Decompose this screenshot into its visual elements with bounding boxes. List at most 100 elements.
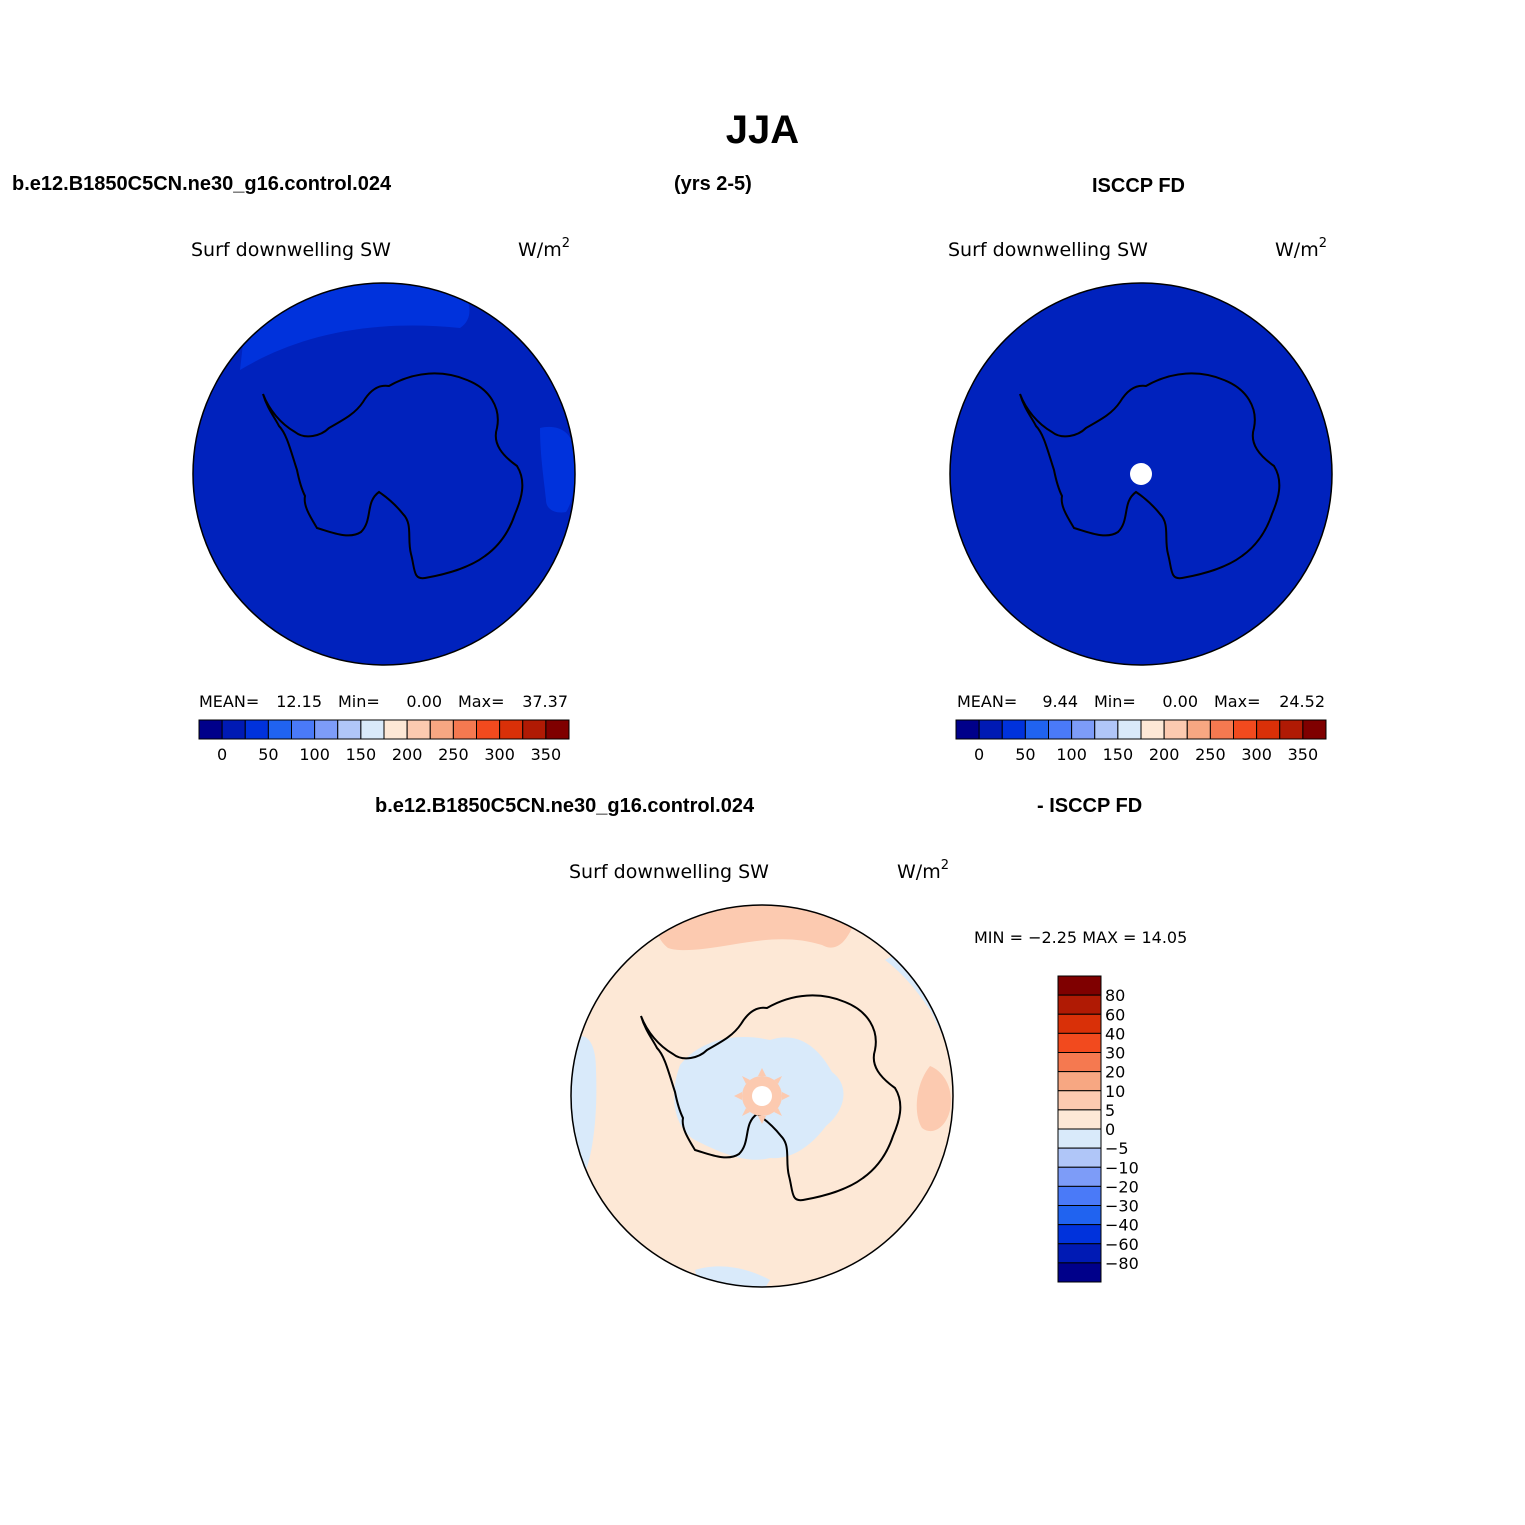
- panel-diff-colorbar-box: [1057, 994, 1102, 1015]
- panel-model-border: [192, 282, 576, 666]
- panel-diff-colorbar-box: [1057, 1032, 1102, 1053]
- panel-model-colorbar-box: [314, 719, 339, 740]
- panel-model-colorbar-box: [452, 719, 477, 740]
- panel-diff-units: W/m2: [897, 858, 949, 883]
- panel-diff-colorbar-label: −40: [1105, 1216, 1139, 1235]
- panel-model-colorbar-box: [383, 719, 408, 740]
- panel-diff-colorbar-label: 30: [1105, 1044, 1125, 1063]
- panel-diff-map: [571, 905, 953, 1287]
- panel-obs-min-label: Min=: [1094, 692, 1136, 711]
- panel-diff-colorbar-label: 5: [1105, 1101, 1115, 1120]
- panel-model-min-label: Min=: [338, 692, 380, 711]
- panel-diff-colorbar-label: 20: [1105, 1063, 1125, 1082]
- panel-diff-colorbar-label: −20: [1105, 1177, 1139, 1196]
- panel-obs-colorbar-label: 300: [1241, 745, 1272, 764]
- panel-obs-colorbar-label: 250: [1195, 745, 1226, 764]
- panel-model-max-label: Max=: [458, 692, 504, 711]
- panel-model-mean-value: 12.15: [276, 692, 322, 711]
- panel-model-colorbar-box: [476, 719, 501, 740]
- panel-diff-colorbar-box: [1057, 1090, 1102, 1111]
- panel-model-colorbar-label: 100: [299, 745, 330, 764]
- panel-obs-colorbar-box: [1163, 719, 1188, 740]
- panel-obs-colorbar-box: [1302, 719, 1327, 740]
- panel-diff-colorbar-box: [1057, 1128, 1102, 1149]
- panel-obs-colorbar-box: [1071, 719, 1096, 740]
- panel-model-colorbar-box: [267, 719, 292, 740]
- panel-obs-variable: Surf downwelling SW: [948, 239, 1148, 261]
- panel-diff-colorbar-box: [1057, 1185, 1102, 1206]
- panel-obs-colorbar: 0 50 100 150 200 250 300 350: [955, 719, 1327, 764]
- panel-diff-border: [570, 904, 954, 1288]
- panel-model-colorbar-box: [522, 719, 547, 740]
- panel-diff-colorbar-box: [1057, 1109, 1102, 1130]
- panel-model-colorbar-box: [221, 719, 246, 740]
- panel-diff-colorbar-label: 10: [1105, 1082, 1125, 1101]
- panel-model-colorbar-box: [429, 719, 454, 740]
- panel-model-colorbar-label: 150: [346, 745, 377, 764]
- panel-model-min-value: 0.00: [406, 692, 442, 711]
- panel-diff-colorbar-label: 60: [1105, 1005, 1125, 1024]
- panel-model: Surf downwelling SW W/m2 MEAN= 12.15 Min…: [191, 236, 576, 764]
- panel-obs-border: [949, 282, 1333, 666]
- panel-diff-colorbar-label: 0: [1105, 1120, 1115, 1139]
- main-title: JJA: [725, 108, 800, 152]
- panel-model-colorbar-label: 0: [217, 745, 227, 764]
- panel-model-colorbar-label: 200: [392, 745, 423, 764]
- panel-diff-colorbar-box: [1057, 975, 1102, 996]
- panel-model-colorbar-box: [291, 719, 316, 740]
- panel-model-colorbar-box: [198, 719, 223, 740]
- header-obs-name: ISCCP FD: [1092, 175, 1185, 197]
- panel-obs-colorbar-box: [1024, 719, 1049, 740]
- panel-obs-mean-value: 9.44: [1042, 692, 1078, 711]
- panel-obs-colorbar-box: [1048, 719, 1073, 740]
- panel-obs-colorbar-box: [1209, 719, 1234, 740]
- panel-diff-colorbar-label: 40: [1105, 1024, 1125, 1043]
- panel-obs-colorbar-box: [1094, 719, 1119, 740]
- panel-model-colorbar-label: 50: [258, 745, 278, 764]
- panel-obs-units: W/m2: [1275, 236, 1327, 261]
- panel-obs-colorbar-box: [1117, 719, 1142, 740]
- panel-diff-colorbar-box: [1057, 1205, 1102, 1226]
- panel-diff-colorbar-label: −5: [1105, 1139, 1129, 1158]
- panel-obs-colorbar-box: [1186, 719, 1211, 740]
- panel-obs-colorbar-box: [1140, 719, 1165, 740]
- panel-diff-colorbar-label: 80: [1105, 986, 1125, 1005]
- panel-model-colorbar-label: 350: [531, 745, 562, 764]
- panel-diff-negative-south: [695, 1266, 770, 1287]
- panel-obs-colorbar-box: [1001, 719, 1026, 740]
- panel-obs-min-value: 0.00: [1162, 692, 1198, 711]
- panel-obs: Surf downwelling SW W/m2 MEAN= 9.44 Min=…: [948, 236, 1333, 764]
- panel-obs-colorbar-label: 350: [1288, 745, 1319, 764]
- panel-obs-colorbar-label: 200: [1149, 745, 1180, 764]
- header-case-name: b.e12.B1850C5CN.ne30_g16.control.024: [12, 173, 392, 195]
- panel-diff-colorbar-box: [1057, 1166, 1102, 1187]
- panel-model-colorbar-box: [337, 719, 362, 740]
- header-diff-obs: - ISCCP FD: [1037, 795, 1143, 817]
- panel-model-colorbar-box: [406, 719, 431, 740]
- panel-obs-missing-pole: [1130, 463, 1152, 485]
- panel-obs-max-value: 24.52: [1279, 692, 1325, 711]
- panel-diff-colorbar-label: −10: [1105, 1158, 1139, 1177]
- panel-diff-positive-east: [916, 1066, 951, 1132]
- panel-obs-colorbar-box: [955, 719, 980, 740]
- panel-obs-colorbar-label: 0: [974, 745, 984, 764]
- panel-diff-colorbar-box: [1057, 1243, 1102, 1264]
- panel-obs-colorbar-label: 150: [1103, 745, 1134, 764]
- panel-diff-colorbar-label: −60: [1105, 1235, 1139, 1254]
- panel-diff: Surf downwelling SW W/m2 MIN = −2.25 MAX…: [569, 858, 1187, 1288]
- panel-diff-colorbar-box: [1057, 1224, 1102, 1245]
- panel-obs-colorbar-box: [978, 719, 1003, 740]
- panel-obs-max-label: Max=: [1214, 692, 1260, 711]
- panel-obs-colorbar-box: [1233, 719, 1258, 740]
- panel-obs-colorbar-label: 50: [1015, 745, 1035, 764]
- panel-model-mean-label: MEAN=: [199, 692, 259, 711]
- panel-model-units: W/m2: [518, 236, 570, 261]
- panel-model-variable: Surf downwelling SW: [191, 239, 391, 261]
- panel-model-colorbar: 0 50 100 150 200 250 300 350: [198, 719, 570, 764]
- panel-diff-colorbar-box: [1057, 1071, 1102, 1092]
- panel-obs-mean-label: MEAN=: [957, 692, 1017, 711]
- panel-model-colorbar-label: 250: [438, 745, 469, 764]
- panel-diff-minmax: MIN = −2.25 MAX = 14.05: [974, 928, 1187, 947]
